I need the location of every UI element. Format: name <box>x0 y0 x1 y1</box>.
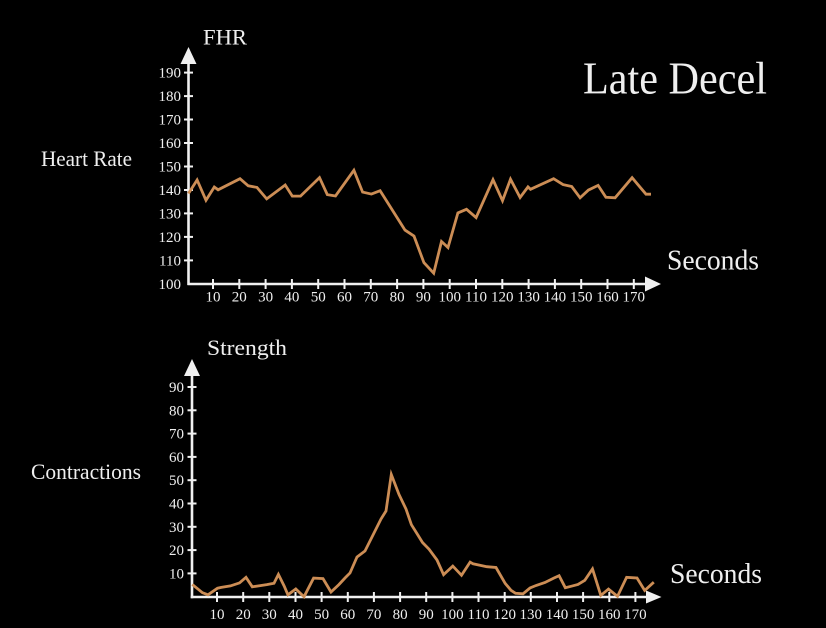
svg-text:150: 150 <box>572 607 595 623</box>
svg-text:80: 80 <box>390 290 405 306</box>
svg-text:Strength: Strength <box>207 335 287 360</box>
svg-text:90: 90 <box>169 380 184 396</box>
svg-text:110: 110 <box>159 253 181 269</box>
svg-text:80: 80 <box>393 607 408 623</box>
svg-text:20: 20 <box>232 290 247 306</box>
svg-text:20: 20 <box>236 607 251 623</box>
svg-text:Contractions: Contractions <box>31 459 141 484</box>
svg-text:10: 10 <box>169 566 184 582</box>
svg-text:110: 110 <box>465 290 487 306</box>
svg-text:60: 60 <box>340 607 355 623</box>
svg-text:Heart Rate: Heart Rate <box>41 146 132 171</box>
svg-text:Late Decel: Late Decel <box>583 54 767 104</box>
svg-text:50: 50 <box>311 290 326 306</box>
svg-text:30: 30 <box>262 607 277 623</box>
svg-text:80: 80 <box>169 403 184 419</box>
svg-text:160: 160 <box>596 290 619 306</box>
svg-text:100: 100 <box>438 290 461 306</box>
svg-text:100: 100 <box>441 607 464 623</box>
svg-text:170: 170 <box>159 113 182 129</box>
svg-text:150: 150 <box>570 290 593 306</box>
svg-text:60: 60 <box>169 450 184 466</box>
svg-text:60: 60 <box>337 290 352 306</box>
svg-text:70: 70 <box>169 427 184 443</box>
svg-text:30: 30 <box>169 520 184 536</box>
svg-text:50: 50 <box>314 607 329 623</box>
svg-text:160: 160 <box>159 136 182 152</box>
svg-text:10: 10 <box>210 607 225 623</box>
svg-text:130: 130 <box>159 206 182 222</box>
svg-text:10: 10 <box>206 290 221 306</box>
svg-text:70: 70 <box>363 290 378 306</box>
svg-text:20: 20 <box>169 543 184 559</box>
svg-text:90: 90 <box>419 607 434 623</box>
svg-text:160: 160 <box>598 607 621 623</box>
svg-text:40: 40 <box>288 607 303 623</box>
svg-text:70: 70 <box>366 607 381 623</box>
svg-text:120: 120 <box>159 230 182 246</box>
svg-text:120: 120 <box>491 290 514 306</box>
svg-text:170: 170 <box>624 607 647 623</box>
svg-text:140: 140 <box>546 607 569 623</box>
svg-text:FHR: FHR <box>203 24 247 49</box>
svg-text:40: 40 <box>284 290 299 306</box>
svg-text:170: 170 <box>623 290 646 306</box>
svg-text:40: 40 <box>169 497 184 513</box>
svg-text:140: 140 <box>544 290 567 306</box>
svg-text:100: 100 <box>159 277 182 293</box>
svg-text:120: 120 <box>493 607 516 623</box>
svg-text:30: 30 <box>258 290 273 306</box>
svg-text:150: 150 <box>159 160 182 176</box>
svg-text:140: 140 <box>159 183 182 199</box>
svg-text:130: 130 <box>520 607 543 623</box>
svg-text:50: 50 <box>169 473 184 489</box>
svg-text:Seconds: Seconds <box>667 245 759 277</box>
svg-text:180: 180 <box>159 89 182 105</box>
svg-text:90: 90 <box>416 290 431 306</box>
svg-text:190: 190 <box>159 66 182 82</box>
svg-text:Seconds: Seconds <box>670 558 762 590</box>
svg-text:110: 110 <box>468 607 490 623</box>
svg-text:130: 130 <box>517 290 540 306</box>
